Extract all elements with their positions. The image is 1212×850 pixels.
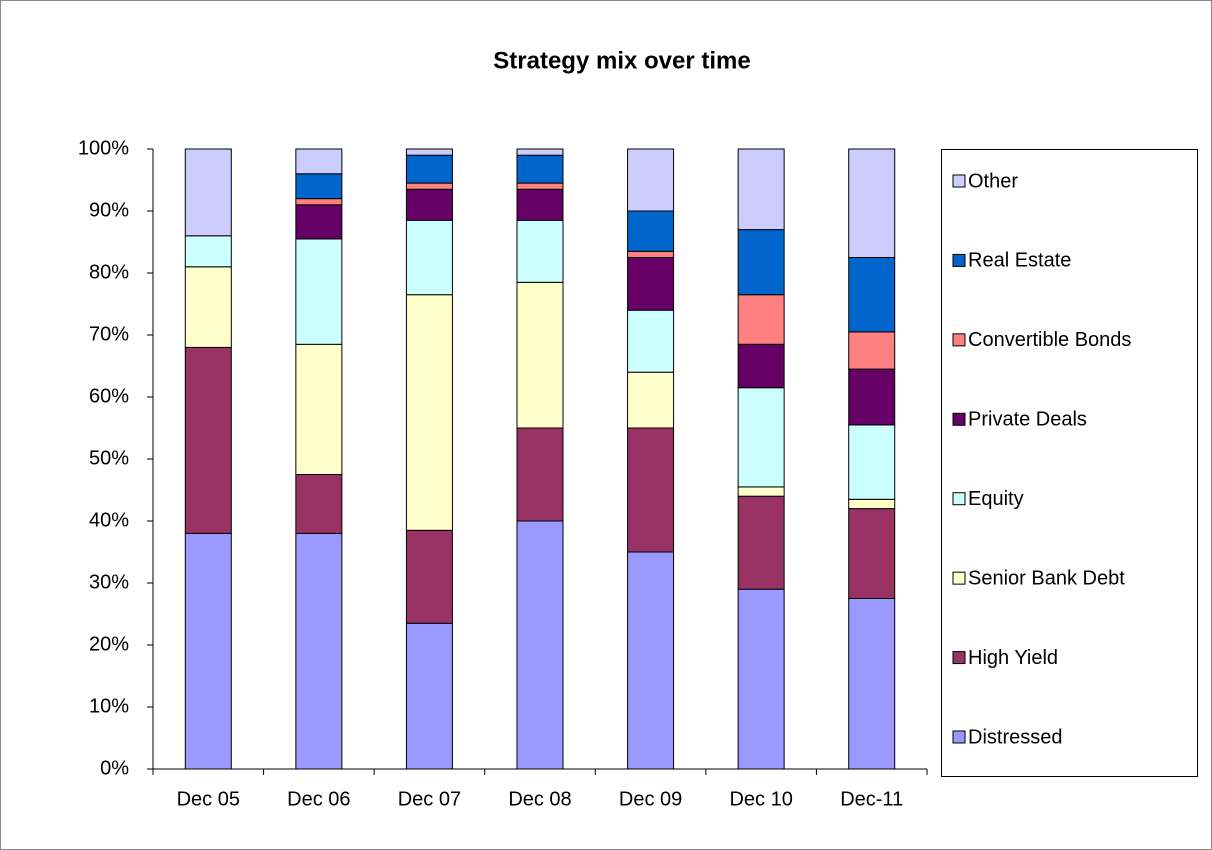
bar-segment: [405, 182, 453, 190]
bar-segment: [627, 371, 675, 429]
legend-swatch: [952, 253, 966, 267]
bar-segment: [295, 238, 343, 345]
y-tick-label: 30%: [89, 571, 129, 593]
bar-segment: [516, 148, 564, 156]
bar-segment: [184, 235, 232, 268]
legend-swatch: [952, 174, 966, 188]
x-tick-label: Dec 05: [177, 788, 240, 810]
bar-segment: [295, 532, 343, 770]
bar-segment: [848, 331, 896, 370]
bar-segment: [627, 309, 675, 373]
y-tick-label: 40%: [89, 509, 129, 531]
bar-segment: [737, 229, 785, 296]
y-tick-label: 10%: [89, 695, 129, 717]
y-tick-label: 60%: [89, 385, 129, 407]
x-tick-label: Dec 07: [398, 788, 461, 810]
bar-segment: [405, 188, 453, 221]
legend-swatch: [952, 651, 966, 665]
bar-segment: [295, 198, 343, 206]
bar-segment: [627, 257, 675, 311]
bar-segment: [295, 173, 343, 200]
x-tick-label: Dec-11: [840, 788, 903, 810]
y-tick-label: 50%: [89, 447, 129, 469]
y-tick-label: 80%: [89, 261, 129, 283]
bar-segment: [405, 154, 453, 184]
legend-label: Private Deals: [968, 409, 1087, 431]
bar-segment: [184, 532, 232, 770]
x-tick-label: Dec 06: [287, 788, 350, 810]
bar-segment: [848, 598, 896, 770]
legend-swatch: [952, 333, 966, 347]
bar-segment: [184, 266, 232, 348]
bar-segment: [737, 495, 785, 590]
bar-segment: [737, 387, 785, 488]
bar-segment: [627, 148, 675, 212]
bar-segment: [405, 294, 453, 531]
bar-segment: [516, 219, 564, 283]
y-tick-label: 20%: [89, 633, 129, 655]
chart-title: Strategy mix over time: [493, 47, 750, 74]
legend-label: Real Estate: [968, 250, 1071, 272]
legend-swatch: [952, 412, 966, 426]
x-tick-label: Dec 10: [729, 788, 792, 810]
bar-segment: [848, 148, 896, 258]
legend-label: High Yield: [968, 647, 1058, 669]
y-tick-label: 0%: [100, 757, 129, 779]
bar-segment: [516, 182, 564, 190]
bar-segment: [737, 343, 785, 389]
x-tick-label: Dec 09: [619, 788, 682, 810]
legend-label: Other: [968, 170, 1018, 192]
bar-segment: [516, 154, 564, 184]
bar-segment: [848, 424, 896, 500]
legend-label: Senior Bank Debt: [968, 567, 1125, 589]
legend-box: [941, 149, 1198, 777]
bar-segment: [516, 188, 564, 221]
x-tick-label: Dec 08: [508, 788, 571, 810]
legend-label: Distressed: [968, 726, 1062, 748]
y-tick-label: 100%: [78, 137, 129, 159]
bar-segment: [627, 551, 675, 770]
bar-segment: [848, 508, 896, 600]
y-tick-label: 70%: [89, 323, 129, 345]
bar-segment: [295, 474, 343, 534]
bar-segment: [295, 204, 343, 240]
bar-segment: [405, 148, 453, 156]
legend-swatch: [952, 730, 966, 744]
bar-segment: [295, 343, 343, 475]
y-tick-label: 90%: [89, 199, 129, 221]
bar-segment: [737, 294, 785, 345]
legend-label: Convertible Bonds: [968, 329, 1131, 351]
bar-segment: [184, 346, 232, 534]
legend-label: Equity: [968, 488, 1024, 510]
legend-swatch: [952, 571, 966, 585]
bar-segment: [627, 210, 675, 252]
bar-segment: [848, 498, 896, 510]
bar-segment: [848, 368, 896, 426]
bar-segment: [627, 250, 675, 259]
bar-segment: [295, 148, 343, 175]
bar-segment: [627, 427, 675, 553]
bar-segment: [405, 219, 453, 296]
bar-segment: [405, 529, 453, 624]
bar-segment: [405, 622, 453, 770]
bar-segment: [737, 148, 785, 231]
bar-segment: [516, 427, 564, 522]
bar-segment: [184, 148, 232, 237]
bar-segment: [737, 486, 785, 497]
legend-swatch: [952, 492, 966, 506]
bar-segment: [737, 588, 785, 770]
bar-segment: [516, 281, 564, 429]
bar-segment: [516, 520, 564, 770]
bar-segment: [848, 257, 896, 333]
